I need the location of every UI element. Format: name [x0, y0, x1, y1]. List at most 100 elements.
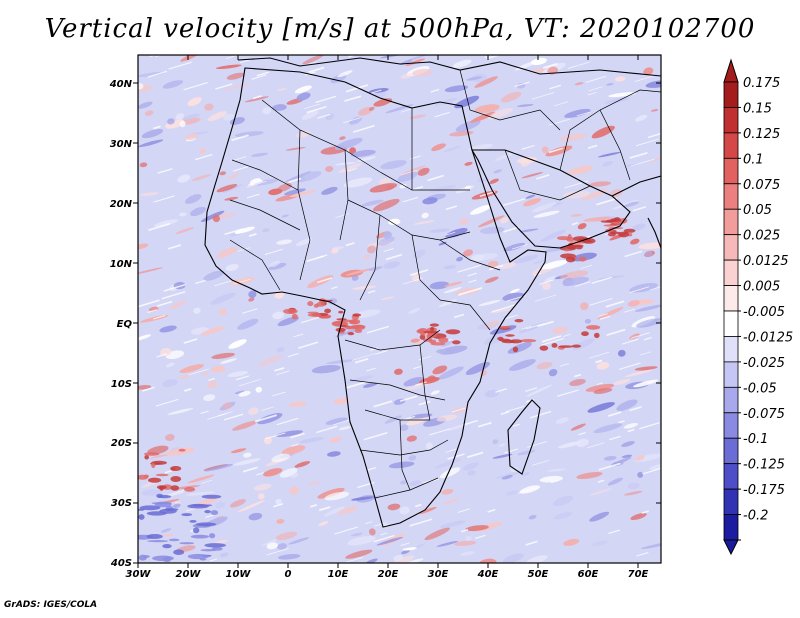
field-patch [627, 482, 640, 490]
field-patch [326, 359, 354, 365]
field-streak [409, 518, 433, 527]
field-patch [576, 472, 603, 479]
field-patch [227, 370, 249, 378]
colorbar-label: -0.1 [743, 432, 768, 447]
y-tick-label: 10N [110, 259, 133, 270]
field-patch [296, 238, 313, 247]
field-streak [563, 333, 571, 337]
field-streak [367, 467, 377, 471]
field-streak [345, 84, 368, 93]
field-streak [453, 313, 465, 319]
y-tick-label: 40N [109, 79, 133, 90]
field-streak [445, 205, 458, 211]
colorbar-arrow-bottom [723, 539, 739, 556]
field-streak [138, 299, 160, 308]
field-patch [226, 72, 245, 80]
field-streak [549, 84, 561, 90]
field-streak [246, 181, 267, 188]
field-patch-strong [168, 538, 180, 542]
field-patch [621, 440, 635, 448]
field-patch [487, 108, 513, 120]
field-patch [401, 549, 410, 555]
field-patch [560, 270, 589, 280]
field-patch [409, 114, 427, 119]
chart-title: Vertical velocity [m/s] at 500hPa, VT: 2… [44, 14, 756, 44]
field-patch [583, 216, 612, 222]
field-streak [427, 174, 444, 182]
field-streak [457, 508, 470, 513]
colorbar-segment [723, 386, 739, 414]
field-patch [624, 369, 653, 378]
field-patch [281, 445, 306, 455]
field-streak [153, 125, 161, 130]
field-streak [451, 407, 466, 413]
field-streak [233, 278, 251, 285]
colorbar-segment [723, 81, 739, 108]
field-patch [570, 214, 583, 217]
field-patch [532, 202, 557, 213]
field-streak [504, 448, 518, 454]
field-patch-strong [139, 505, 161, 511]
field-streak [400, 169, 417, 176]
field-patch-strong [170, 485, 180, 491]
colorbar-label: -0.075 [743, 407, 785, 422]
field-patch [289, 190, 317, 198]
field-patch [477, 178, 489, 183]
field-streak [475, 534, 486, 539]
field-streak [524, 387, 538, 392]
field-streak [310, 503, 318, 508]
field-patch [141, 129, 164, 139]
colorbar-label: -0.0125 [743, 330, 793, 345]
field-patch [503, 242, 526, 252]
field-streak [534, 294, 557, 302]
colorbar-label: 0.05 [743, 203, 772, 218]
field-streak [188, 368, 210, 376]
field-streak [488, 264, 504, 271]
y-tick-label: 40S [110, 558, 132, 569]
field-patch [234, 226, 255, 234]
field-streak [587, 92, 597, 96]
field-patch [564, 276, 589, 286]
field-streak [318, 506, 331, 512]
field-patch [634, 304, 661, 312]
colorbar-segment [723, 514, 739, 541]
field-streak [400, 542, 410, 547]
field-streak [343, 117, 362, 124]
field-streak [627, 428, 635, 433]
field-patch [325, 165, 334, 173]
field-streak [430, 88, 440, 93]
field-patch [383, 261, 400, 269]
field-patch [367, 245, 376, 254]
field-streak [624, 250, 643, 258]
field-patch [165, 434, 175, 441]
field-patch-strong [345, 325, 353, 330]
field-patch [509, 288, 520, 294]
field-patch [222, 113, 236, 121]
field-patch [212, 215, 220, 223]
field-streak [587, 144, 598, 149]
field-patch [210, 292, 236, 305]
field-patch [175, 227, 195, 235]
field-streak [276, 370, 290, 376]
field-streak [373, 400, 393, 408]
field-patch-strong [148, 477, 162, 483]
field-streak [467, 451, 484, 459]
field-patch [380, 160, 407, 170]
field-patch [226, 173, 240, 179]
field-streak [585, 75, 607, 83]
field-streak [468, 279, 477, 283]
field-patch [248, 297, 255, 302]
field-patch [568, 165, 593, 175]
field-patch-strong [190, 534, 209, 539]
field-patch-strong [324, 308, 331, 314]
field-streak [248, 179, 264, 186]
field-patch [215, 501, 226, 509]
field-patch [438, 366, 464, 380]
field-patch [224, 196, 239, 201]
field-streak [195, 279, 206, 285]
field-patch-strong [438, 337, 449, 343]
field-patch-strong [151, 460, 168, 465]
field-patch-strong [181, 513, 193, 517]
field-patch [276, 88, 287, 91]
field-streak [256, 472, 265, 476]
